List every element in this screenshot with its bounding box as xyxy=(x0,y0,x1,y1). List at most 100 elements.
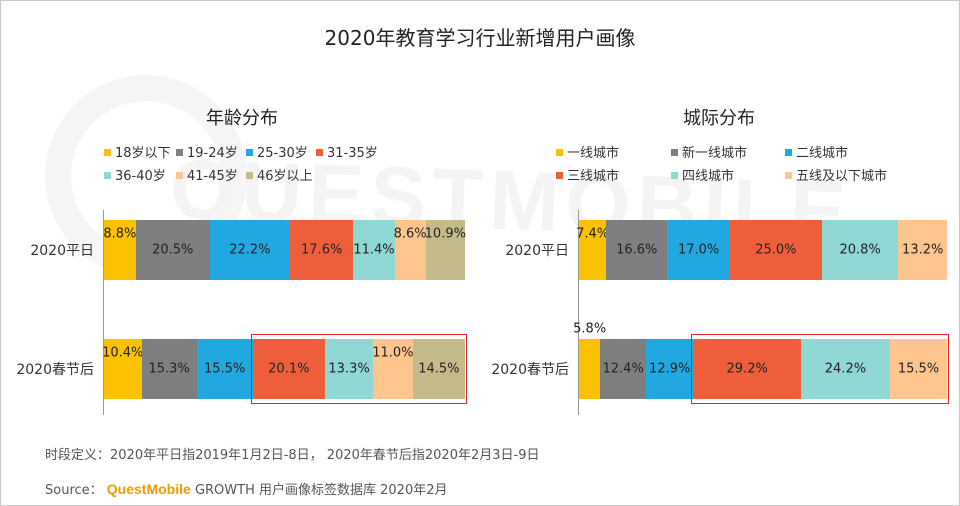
age-legend-item: 41-45岁 xyxy=(176,165,238,184)
legend-label: 五线及以下城市 xyxy=(796,169,888,184)
age-legend-item: 19-24岁 xyxy=(176,142,238,161)
age-data-label: 20.1% xyxy=(268,361,310,377)
age-data-label: 15.3% xyxy=(148,361,190,377)
age-bar-segment xyxy=(412,339,465,399)
legend-swatch xyxy=(104,172,111,179)
age-bar-segment xyxy=(135,220,210,280)
age-data-label: 22.2% xyxy=(229,242,271,258)
city-data-label: 15.5% xyxy=(897,361,940,377)
legend-swatch xyxy=(176,172,183,179)
age-legend-item: 31-35岁 xyxy=(316,142,378,161)
legend-swatch xyxy=(671,172,678,179)
legend-label: 36-40岁 xyxy=(115,169,166,184)
city-data-label: 20.8% xyxy=(839,242,881,258)
city-data-label: 7.4% xyxy=(576,226,610,242)
age-data-label: 10.9% xyxy=(424,226,466,242)
legend-label: 19-24岁 xyxy=(187,146,238,161)
city-panel-title: 城际分布 xyxy=(683,108,755,129)
age-legend-item: 18岁以下 xyxy=(104,142,171,161)
city-bar-segment xyxy=(693,339,801,399)
city-data-label: 12.4% xyxy=(602,361,644,377)
age-highlight-box xyxy=(250,334,467,404)
city-highlight-box xyxy=(691,334,949,404)
city-category-label: 2020平日 xyxy=(505,243,569,259)
city-legend-item: 三线城市 xyxy=(556,165,619,184)
legend-swatch xyxy=(246,149,253,156)
city-data-label: 29.2% xyxy=(726,361,768,377)
legend-swatch xyxy=(671,149,678,156)
age-data-label: 8.6% xyxy=(393,226,427,242)
legend-swatch xyxy=(556,172,563,179)
age-bar-segment xyxy=(141,339,197,399)
legend-swatch xyxy=(785,172,792,179)
age-bar-segment xyxy=(373,339,413,399)
age-category-label: 2020平日 xyxy=(30,243,94,259)
time-definition-note: 时段定义：2020年平日指2019年1月2日-8日， 2020年春节后指2020… xyxy=(45,448,540,463)
city-data-label: 24.2% xyxy=(824,361,867,377)
city-data-label: 12.9% xyxy=(649,361,691,377)
age-bar-segment xyxy=(104,220,136,280)
city-data-label: 16.6% xyxy=(616,242,658,258)
city-data-label: 25.0% xyxy=(755,242,797,258)
age-data-label: 10.4% xyxy=(102,345,144,361)
age-bar-segment xyxy=(425,220,465,280)
legend-label: 三线城市 xyxy=(567,169,620,184)
legend-swatch xyxy=(246,172,253,179)
age-data-label: 14.5% xyxy=(418,361,460,377)
age-bar-segment xyxy=(394,220,426,280)
legend-label: 31-35岁 xyxy=(327,146,378,161)
age-bar-segment xyxy=(209,220,290,280)
city-legend-item: 二线城市 xyxy=(785,142,848,161)
chart-title: 2020年教育学习行业新增用户画像 xyxy=(324,26,636,50)
city-bar-segment xyxy=(729,220,822,280)
city-legend-item: 四线城市 xyxy=(671,165,734,184)
legend-label: 46岁以上 xyxy=(257,169,313,184)
age-data-label: 13.3% xyxy=(328,361,370,377)
age-panel-title: 年龄分布 xyxy=(206,108,278,129)
legend-label: 一线城市 xyxy=(567,146,620,161)
city-bar-segment xyxy=(606,220,668,280)
city-category-label: 2020春节后 xyxy=(491,362,569,378)
legend-label: 四线城市 xyxy=(682,169,735,184)
age-bar-segment xyxy=(289,220,354,280)
age-data-label: 20.5% xyxy=(152,242,194,258)
age-bar-segment xyxy=(104,339,142,399)
legend-swatch xyxy=(176,149,183,156)
age-category-label: 2020春节后 xyxy=(16,362,94,378)
age-legend-item: 46岁以上 xyxy=(246,165,313,184)
source-line: Source： QuestMobile GROWTH 用户画像标签数据库 202… xyxy=(45,479,447,498)
age-data-label: 11.0% xyxy=(372,345,414,361)
age-data-label: 11.4% xyxy=(353,242,395,258)
source-prefix: Source： xyxy=(45,483,103,498)
legend-swatch xyxy=(785,149,792,156)
city-bar-segment xyxy=(898,220,947,280)
legend-swatch xyxy=(556,149,563,156)
city-bar-segment xyxy=(889,339,947,399)
city-bar-segment xyxy=(800,339,890,399)
legend-swatch xyxy=(104,149,111,156)
city-legend-item: 一线城市 xyxy=(556,142,619,161)
legend-label: 二线城市 xyxy=(796,146,849,161)
age-bar-segment xyxy=(325,339,374,399)
city-legend-item: 五线及以下城市 xyxy=(785,165,887,184)
city-data-label: 5.8% xyxy=(573,321,607,337)
legend-swatch xyxy=(316,149,323,156)
legend-label: 41-45岁 xyxy=(187,169,238,184)
legend-label: 18岁以下 xyxy=(115,146,171,161)
age-data-label: 17.6% xyxy=(301,242,343,258)
city-bar-segment xyxy=(579,339,601,399)
source-brand: QuestMobile xyxy=(106,481,191,497)
city-data-label: 17.0% xyxy=(677,242,720,258)
city-data-label: 13.2% xyxy=(902,242,944,258)
city-bar-segment xyxy=(667,220,730,280)
age-bar-segment xyxy=(353,220,395,280)
age-data-label: 15.5% xyxy=(203,361,246,377)
legend-label: 25-30岁 xyxy=(257,146,308,161)
city-axis-line xyxy=(578,210,579,415)
age-legend-item: 36-40岁 xyxy=(104,165,166,184)
city-bar-segment xyxy=(579,220,607,280)
age-axis-line xyxy=(103,210,104,415)
age-bar-segment xyxy=(252,339,326,399)
legend-label: 新一线城市 xyxy=(682,146,748,161)
source-rest: GROWTH 用户画像标签数据库 2020年2月 xyxy=(194,483,448,498)
